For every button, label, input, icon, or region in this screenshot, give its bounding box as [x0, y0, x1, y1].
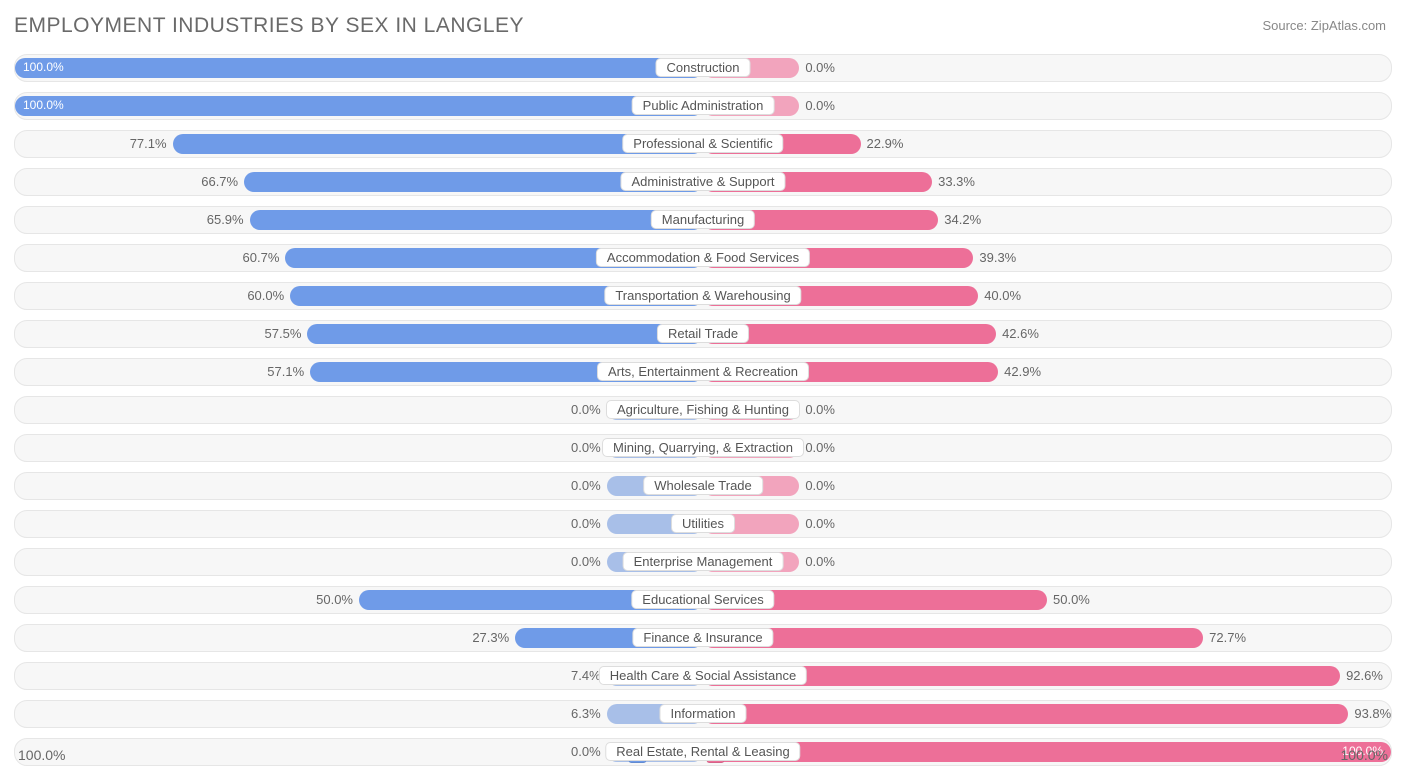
male-pct: 0.0% [571, 478, 601, 493]
category-label: Transportation & Warehousing [604, 286, 801, 305]
male-bar [15, 96, 703, 116]
category-label: Agriculture, Fishing & Hunting [606, 400, 800, 419]
female-pct: 0.0% [805, 554, 835, 569]
female-pct: 0.0% [805, 98, 835, 113]
chart-row: 27.3% 72.7% Finance & Insurance [14, 624, 1392, 652]
male-pct: 66.7% [201, 174, 238, 189]
male-pct: 57.1% [267, 364, 304, 379]
category-label: Health Care & Social Assistance [599, 666, 807, 685]
female-pct: 0.0% [805, 402, 835, 417]
female-pct: 22.9% [867, 136, 904, 151]
chart-row: 60.0% 40.0% Transportation & Warehousing [14, 282, 1392, 310]
chart-row: 100.0% 0.0% Public Administration [14, 92, 1392, 120]
female-pct: 39.3% [979, 250, 1016, 265]
category-label: Construction [656, 58, 751, 77]
male-pct: 100.0% [23, 98, 64, 112]
female-pct: 0.0% [805, 516, 835, 531]
category-label: Wholesale Trade [643, 476, 763, 495]
female-pct: 42.6% [1002, 326, 1039, 341]
female-pct: 33.3% [938, 174, 975, 189]
male-pct: 60.0% [247, 288, 284, 303]
category-label: Arts, Entertainment & Recreation [597, 362, 809, 381]
chart-title: EMPLOYMENT INDUSTRIES BY SEX IN LANGLEY [14, 14, 524, 38]
chart-row: 7.4% 92.6% Health Care & Social Assistance [14, 662, 1392, 690]
male-pct: 6.3% [571, 706, 601, 721]
chart-row: 0.0% 0.0%Mining, Quarrying, & Extraction [14, 434, 1392, 462]
chart-row: 65.9% 34.2% Manufacturing [14, 206, 1392, 234]
male-pct: 0.0% [571, 516, 601, 531]
female-pct: 93.8% [1354, 706, 1391, 721]
chart-row: 0.0% 0.0% Enterprise Management [14, 548, 1392, 576]
category-label: Administrative & Support [620, 172, 785, 191]
category-label: Finance & Insurance [632, 628, 773, 647]
female-pct: 0.0% [805, 478, 835, 493]
category-label: Real Estate, Rental & Leasing [605, 742, 800, 761]
chart-row: 50.0% 50.0% Educational Services [14, 586, 1392, 614]
chart-row: 0.0% 0.0% Utilities [14, 510, 1392, 538]
chart-row: 100.0% 0.0% Construction [14, 54, 1392, 82]
female-bar [703, 704, 1348, 724]
category-label: Professional & Scientific [622, 134, 783, 153]
female-pct: 42.9% [1004, 364, 1041, 379]
male-bar [15, 58, 703, 78]
female-pct: 92.6% [1346, 668, 1383, 683]
female-pct: 0.0% [805, 60, 835, 75]
male-pct: 65.9% [207, 212, 244, 227]
category-label: Utilities [671, 514, 735, 533]
male-pct: 0.0% [571, 554, 601, 569]
chart-row: 0.0% 0.0% Agriculture, Fishing & Hunting [14, 396, 1392, 424]
category-label: Enterprise Management [623, 552, 784, 571]
female-pct: 40.0% [984, 288, 1021, 303]
chart-row: 57.5% 42.6% Retail Trade [14, 320, 1392, 348]
female-pct: 72.7% [1209, 630, 1246, 645]
female-pct: 0.0% [805, 440, 835, 455]
category-label: Public Administration [632, 96, 775, 115]
chart-row: 6.3% 93.8% Information [14, 700, 1392, 728]
chart-row: 66.7% 33.3% Administrative & Support [14, 168, 1392, 196]
male-pct: 77.1% [130, 136, 167, 151]
female-pct: 34.2% [944, 212, 981, 227]
chart-row: 60.7% 39.3% Accommodation & Food Services [14, 244, 1392, 272]
category-label: Mining, Quarrying, & Extraction [602, 438, 804, 457]
axis-max-left: 100.0% [18, 747, 65, 763]
male-pct: 57.5% [265, 326, 302, 341]
female-pct: 50.0% [1053, 592, 1090, 607]
axis-max-right: 100.0% [1341, 747, 1388, 763]
chart-row: 57.1% 42.9% Arts, Entertainment & Recreati… [14, 358, 1392, 386]
male-pct: 0.0% [571, 402, 601, 417]
male-bar [250, 210, 703, 230]
male-pct: 100.0% [23, 60, 64, 74]
category-label: Retail Trade [657, 324, 749, 343]
male-pct: 0.0% [571, 440, 601, 455]
male-bar [307, 324, 703, 344]
category-label: Manufacturing [651, 210, 755, 229]
female-bar [703, 628, 1203, 648]
male-pct: 7.4% [571, 668, 601, 683]
diverging-bar-chart: 100.0% 0.0% Construction 100.0% 0.0% Public A… [14, 54, 1392, 739]
male-pct: 50.0% [316, 592, 353, 607]
chart-row: 77.1% 22.9% Professional & Scientific [14, 130, 1392, 158]
category-label: Educational Services [631, 590, 774, 609]
category-label: Accommodation & Food Services [596, 248, 810, 267]
male-pct: 27.3% [472, 630, 509, 645]
source-attribution: Source: ZipAtlas.com [1262, 18, 1386, 33]
category-label: Information [659, 704, 746, 723]
chart-row: 0.0% 0.0% Wholesale Trade [14, 472, 1392, 500]
male-pct: 60.7% [243, 250, 280, 265]
